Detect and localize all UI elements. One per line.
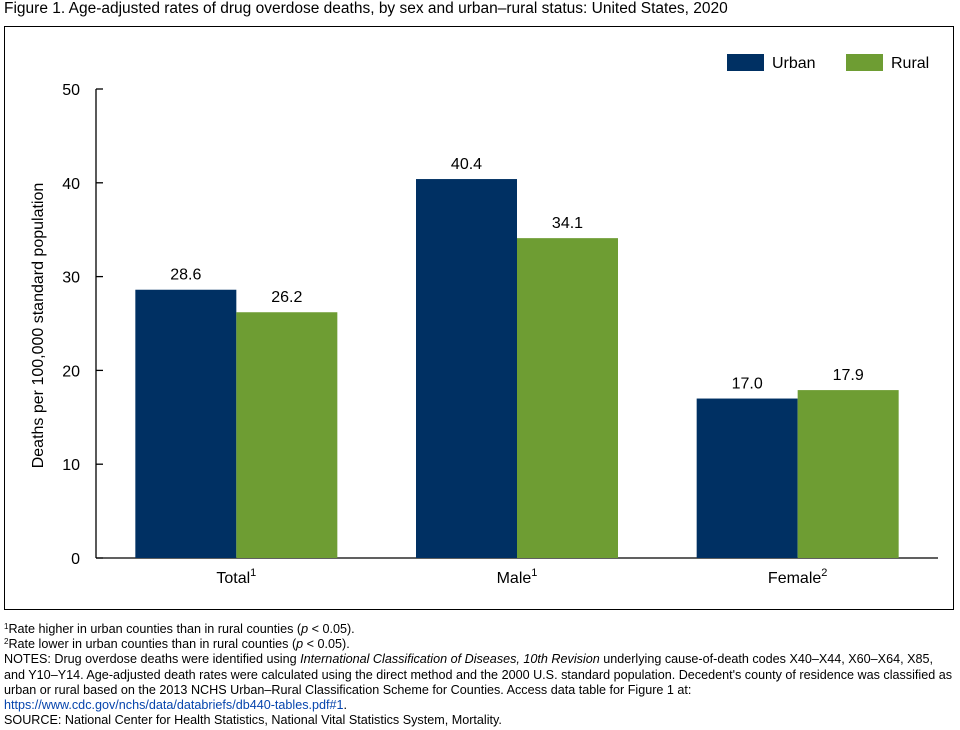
notes-text-start: NOTES: Drug overdose deaths were identif… xyxy=(4,652,301,667)
footnote-1-end: < 0.05). xyxy=(308,622,355,636)
footnote-2: 2Rate lower in urban counties than in ru… xyxy=(4,637,956,652)
footnote-1-marker: 1 xyxy=(4,622,9,631)
data-table-link-line: https://www.cdc.gov/nchs/data/databriefs… xyxy=(4,698,956,713)
bar-chart: 0 10 20 30 40 50 Deaths per 100,000 standard p… xyxy=(30,54,938,587)
bar-rural-female xyxy=(797,390,899,558)
x-tick-label-total: Total1 xyxy=(216,567,256,587)
data-label-rural-male: 34.1 xyxy=(552,215,583,232)
figure-title: Figure 1. Age-adjusted rates of drug ove… xyxy=(4,0,728,17)
footnote-2-marker: 2 xyxy=(4,637,9,647)
x-tick-label-female: Female2 xyxy=(768,567,827,587)
data-table-link[interactable]: https://www.cdc.gov/nchs/data/databriefs… xyxy=(4,698,344,713)
link-period: . xyxy=(343,698,348,713)
bar-rural-male xyxy=(517,238,618,558)
footnote-2-end: < 0.05). xyxy=(303,637,350,652)
y-tick-label: 50 xyxy=(62,82,80,99)
data-label-rural-total: 26.2 xyxy=(271,289,302,306)
data-label-urban-total: 28.6 xyxy=(170,267,201,284)
notes-text-end: underlying cause-of-death codes X40–X44,… xyxy=(4,652,953,697)
y-tick-label: 10 xyxy=(62,457,80,474)
bar-urban-total xyxy=(135,289,237,558)
legend-label-urban: Urban xyxy=(772,55,816,72)
bar-urban-male xyxy=(416,179,517,558)
footnote-1-text: Rate higher in urban counties than in ru… xyxy=(8,622,302,636)
y-tick-label: 30 xyxy=(62,270,80,287)
bar-urban-female xyxy=(696,398,798,558)
footnote-1: 1Rate higher in urban counties than in r… xyxy=(4,622,956,637)
bar-rural-total xyxy=(236,312,338,558)
legend-label-rural: Rural xyxy=(891,55,929,72)
data-label-urban-female: 17.0 xyxy=(732,376,763,393)
chart-frame xyxy=(4,26,954,610)
source-line: SOURCE: National Center for Health Stati… xyxy=(4,713,502,728)
y-tick-label: 0 xyxy=(71,551,80,568)
footnotes: 1Rate higher in urban counties than in r… xyxy=(4,622,956,728)
legend-swatch-rural xyxy=(846,54,883,71)
footnote-2-p: p xyxy=(296,637,304,652)
y-tick-label: 40 xyxy=(62,176,80,193)
legend-swatch-urban xyxy=(727,54,764,71)
x-tick-label-male: Male1 xyxy=(497,567,538,587)
notes-paragraph: NOTES: Drug overdose deaths were identif… xyxy=(4,652,956,698)
y-tick-label: 20 xyxy=(62,363,80,380)
data-label-rural-female: 17.9 xyxy=(833,367,864,384)
footnote-1-p: p xyxy=(301,622,309,636)
notes-italic-icd: International Classification of Diseases… xyxy=(300,652,600,667)
y-axis-label: Deaths per 100,000 standard population xyxy=(30,183,47,469)
data-label-urban-male: 40.4 xyxy=(451,156,482,173)
footnote-2-text: Rate lower in urban counties than in rur… xyxy=(8,637,297,652)
